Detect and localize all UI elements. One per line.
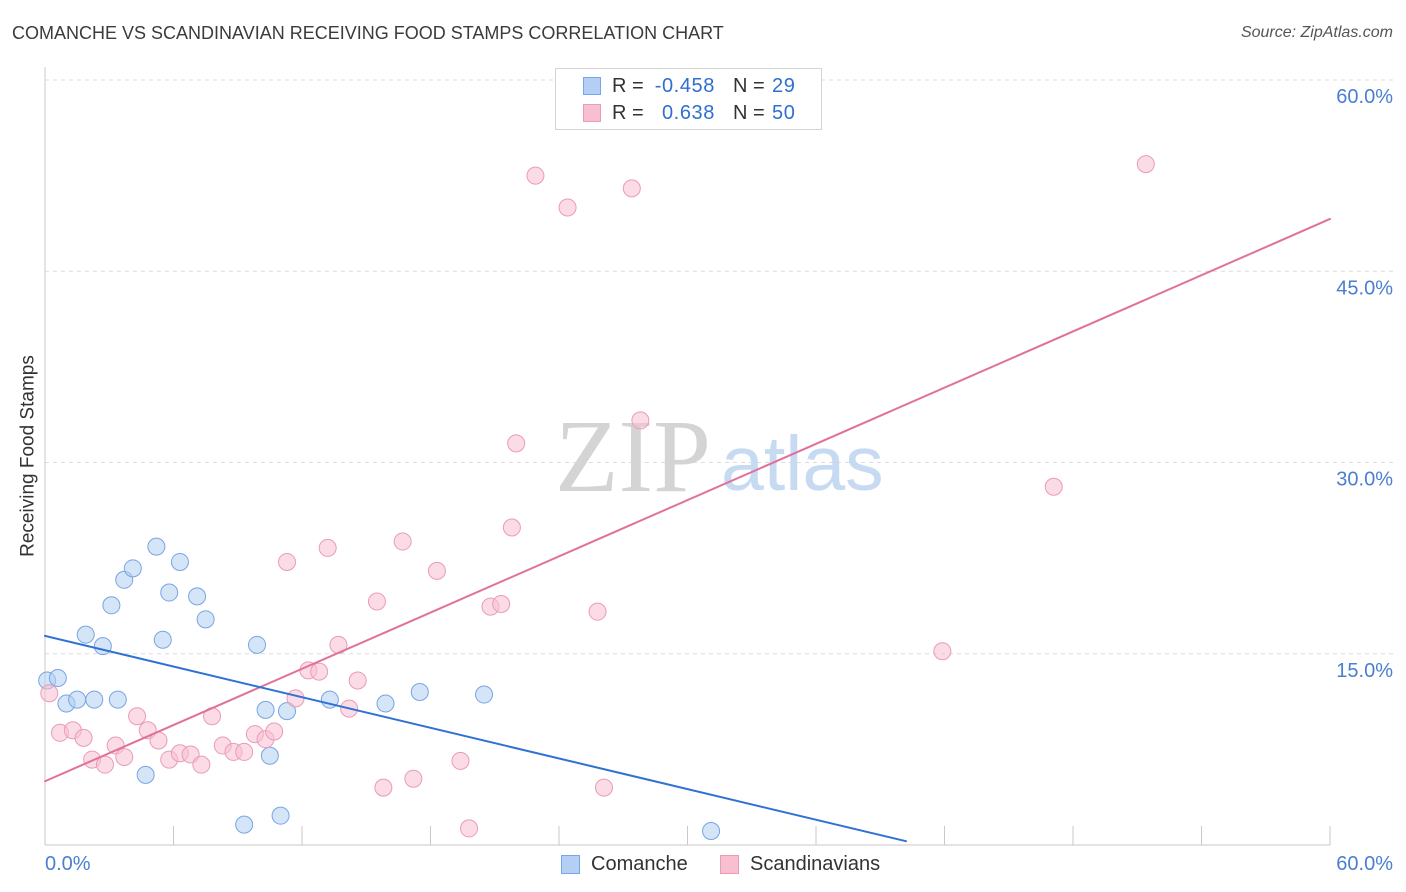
r-label: R =: [612, 102, 644, 124]
comanche-point: [48, 668, 67, 687]
comanche-point: [260, 746, 279, 765]
legend-row-comanche: R = -0.458 N = 29: [556, 73, 821, 99]
legend-row-scandinavians: R = 0.638 N = 50: [556, 100, 821, 126]
correlation-legend: R = -0.458 N = 29 R = 0.638 N = 50: [555, 68, 822, 130]
scandinavians-swatch: [583, 104, 601, 122]
comanche-point: [68, 690, 87, 709]
scandinavians-point: [622, 179, 641, 198]
y-tick-label: 30.0%: [1336, 469, 1393, 491]
n-value: 29: [772, 75, 796, 97]
scandinavians-point: [374, 778, 393, 797]
comanche-point: [108, 690, 127, 709]
comanche-point: [102, 596, 121, 615]
comanche-point: [76, 625, 95, 644]
scandinavians-point: [451, 751, 470, 770]
scandinavians-point: [492, 595, 511, 614]
scandinavians-point: [192, 755, 211, 774]
scandinavians-point: [74, 728, 93, 747]
source-credit: Source: ZipAtlas.com: [1240, 24, 1393, 41]
scandinavians-point: [933, 642, 952, 661]
scandinavians-point: [40, 684, 59, 703]
scandinavians-point: [427, 561, 446, 580]
scandinavians-point: [128, 707, 147, 726]
scandinavians-point: [588, 602, 607, 621]
comanche-point: [123, 559, 142, 578]
scandinavians-point: [1044, 477, 1063, 496]
scandinavians-point: [631, 411, 650, 430]
chart-title: COMANCHE VS SCANDINAVIAN RECEIVING FOOD …: [12, 23, 724, 43]
grid-layer: [45, 79, 1393, 655]
scandinavians-point: [367, 592, 386, 611]
y-tick-label: 45.0%: [1336, 277, 1393, 299]
scandinavians-trend-line: [44, 217, 1331, 783]
comanche-point: [702, 821, 721, 840]
scandinavians-point: [115, 748, 134, 767]
scandinavians-points: [40, 155, 1155, 838]
scandinavians-point: [594, 778, 613, 797]
comanche-point: [170, 552, 189, 571]
comanche-point: [136, 765, 155, 784]
axis-layer: 60.0% 45.0% 30.0% 15.0% 0.0% 60.0%: [44, 67, 1393, 875]
y-tick-label: 60.0%: [1336, 86, 1393, 108]
comanche-swatch: [583, 77, 601, 95]
scandinavians-point: [286, 689, 305, 708]
r-label: R =: [612, 75, 644, 97]
watermark-logo: ZIP atlas: [555, 399, 884, 514]
scandinavians-point: [526, 166, 545, 185]
scandinavians-point: [265, 722, 284, 741]
watermark-atlas: atlas: [721, 421, 884, 507]
x-tick-label: 60.0%: [1336, 853, 1393, 875]
comanche-point: [196, 610, 215, 629]
scandinavians-point: [558, 198, 577, 217]
comanche-point: [271, 806, 290, 825]
scandinavians-point: [404, 769, 423, 788]
comanche-point: [410, 683, 429, 701]
scandinavians-point: [507, 434, 526, 453]
comanche-point: [153, 630, 172, 649]
scandinavians-point: [502, 518, 521, 537]
scandinavians-point: [235, 742, 254, 761]
comanche-point: [376, 694, 395, 713]
scandinavians-point: [460, 819, 479, 838]
n-label: N =: [733, 102, 765, 124]
scandinavians-point: [318, 538, 337, 557]
comanche-point: [147, 537, 166, 556]
scandinavians-point: [95, 755, 114, 774]
scandinavians-point: [1136, 155, 1155, 174]
comanche-point: [256, 700, 275, 719]
y-axis-title: Receiving Food Stamps: [18, 355, 39, 557]
scandinavians-legend-swatch: [720, 855, 739, 874]
comanche-point: [160, 583, 179, 602]
scandinavians-point: [393, 532, 412, 551]
y-tick-label: 15.0%: [1336, 660, 1393, 682]
comanche-point: [278, 702, 297, 721]
comanche-legend-swatch: [561, 855, 580, 874]
comanche-trend-line: [44, 634, 907, 843]
r-value: 0.638: [661, 102, 715, 124]
trend-layer: [44, 217, 1331, 843]
legend-label-scandinavians: Scandinavians: [750, 853, 881, 875]
comanche-point: [85, 690, 104, 709]
n-value: 50: [772, 102, 796, 124]
r-value: -0.458: [654, 75, 715, 97]
legend-label-comanche: Comanche: [591, 853, 688, 875]
comanche-point: [248, 635, 267, 654]
point-layer: [38, 155, 1155, 840]
comanche-point: [475, 685, 494, 704]
scandinavians-point: [310, 662, 329, 681]
n-label: N =: [733, 75, 765, 97]
x-tick-label: 0.0%: [45, 853, 91, 875]
comanche-point: [235, 815, 254, 834]
scandinavians-point: [348, 671, 367, 690]
scandinavians-point: [278, 552, 297, 571]
comanche-point: [188, 587, 207, 606]
